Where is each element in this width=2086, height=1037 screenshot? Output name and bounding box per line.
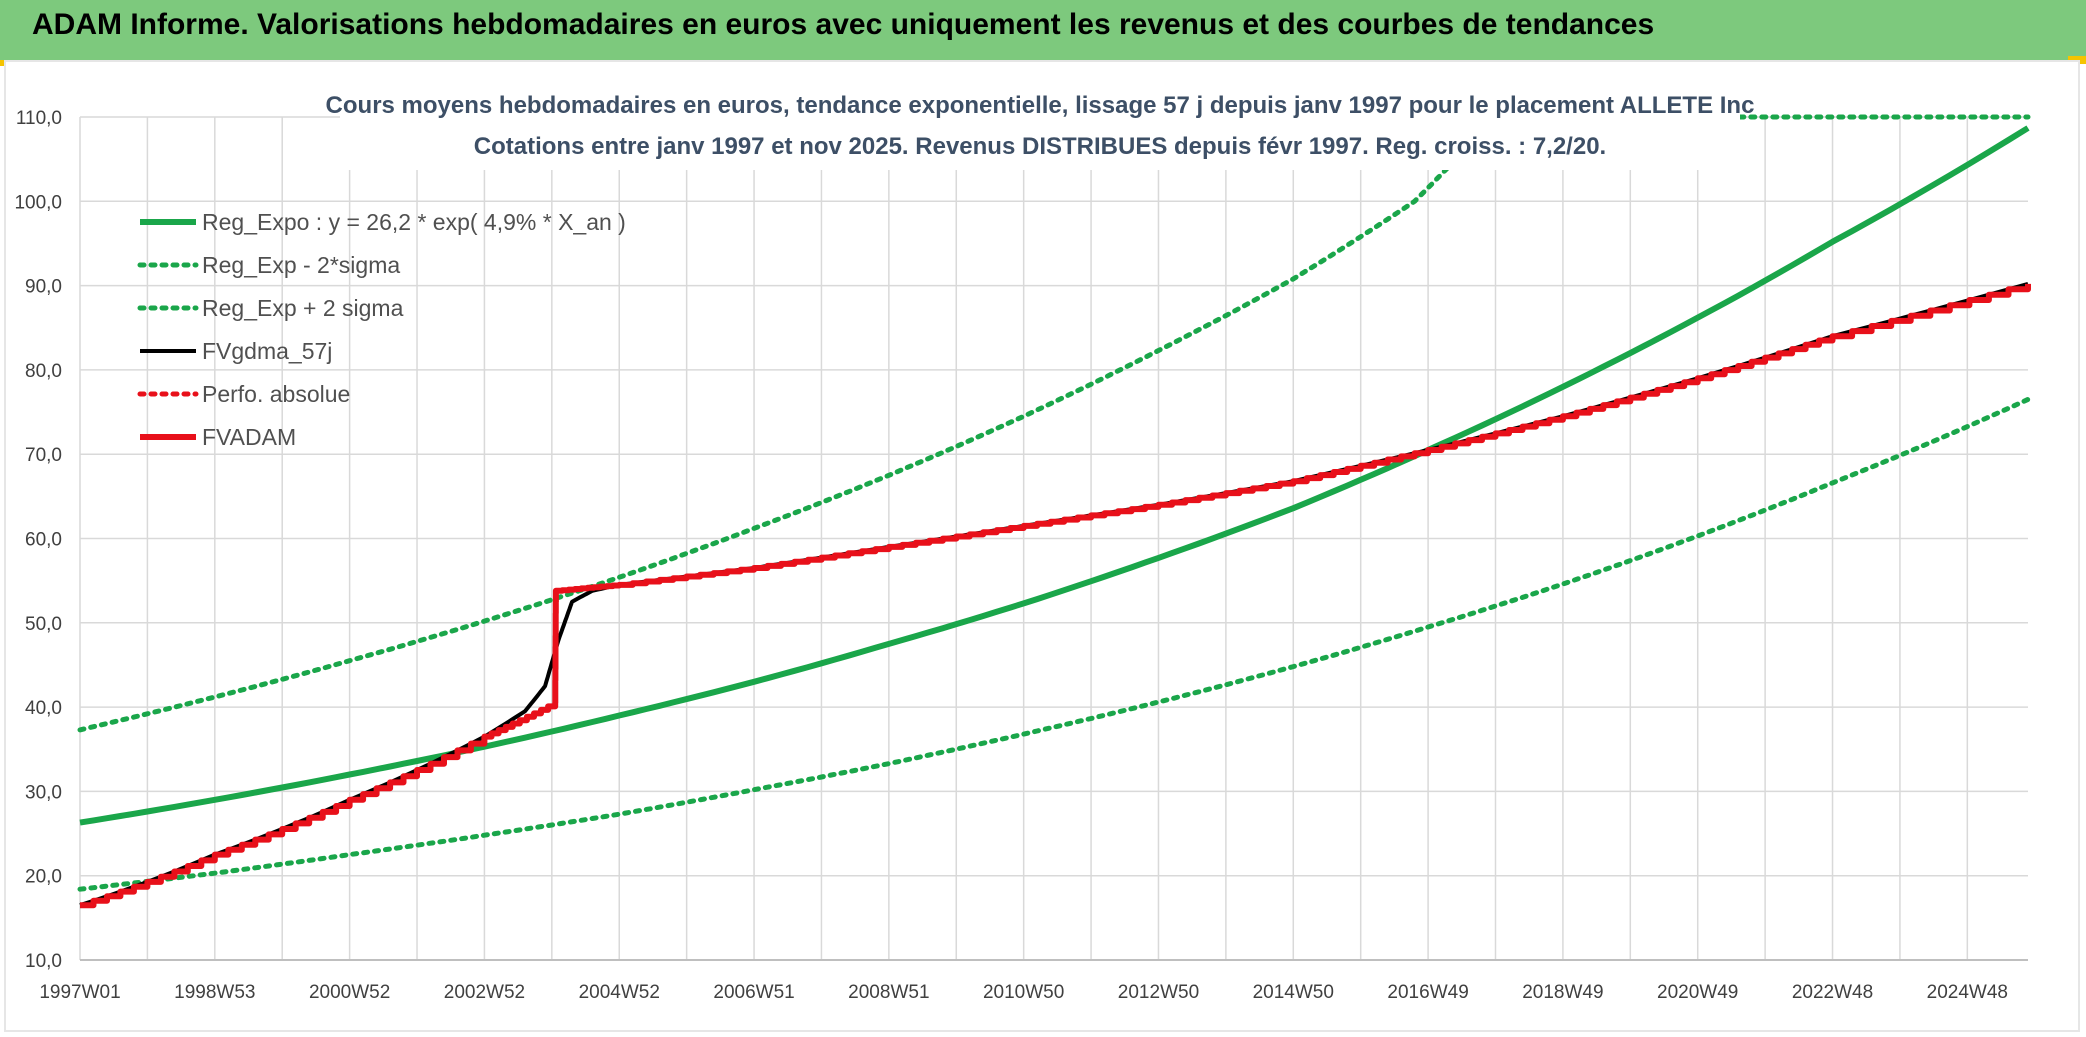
y-tick-label: 40,0	[25, 698, 62, 719]
y-tick-label: 100,0	[14, 192, 62, 213]
series-fvadam-line	[80, 283, 2031, 909]
x-tick-label: 2016W49	[1387, 982, 1468, 1003]
legend-reg-exp-minus-2sigma-label: Reg_Exp - 2*sigma	[202, 252, 400, 278]
y-tick-label: 50,0	[25, 614, 62, 635]
report-title: ADAM Informe. Valorisations hebdomadaire…	[32, 8, 1655, 41]
x-tick-label: 2022W48	[1792, 982, 1873, 1003]
chart-title-line-1: Cours moyens hebdomadaires en euros, ten…	[326, 92, 1755, 119]
x-tick-label: 2024W48	[1927, 982, 2008, 1003]
legend-reg-expo-label: Reg_Expo : y = 26,2 * exp( 4,9% * X_an )	[202, 209, 626, 235]
x-tick-label: 2002W52	[444, 982, 525, 1003]
x-tick-label: 2020W49	[1657, 982, 1738, 1003]
x-tick-label: 2006W51	[713, 982, 794, 1003]
legend-perfo-absolue-label: Perfo. absolue	[202, 381, 350, 407]
x-tick-label: 1998W53	[174, 982, 255, 1003]
series-reg-exp-plus-2sigma-line	[77, 114, 2031, 733]
x-tick-label: 2018W49	[1522, 982, 1603, 1003]
x-tick-label: 2004W52	[579, 982, 660, 1003]
legend-fvadam-label: FVADAM	[202, 424, 296, 450]
legend-reg-exp-plus-2sigma-label: Reg_Exp + 2 sigma	[202, 295, 404, 321]
title-backdrop	[340, 88, 1740, 170]
x-tick-label: 1997W01	[39, 982, 120, 1003]
y-tick-label: 90,0	[25, 277, 62, 298]
chart-title-line-2: Cotations entre janv 1997 et nov 2025. R…	[474, 133, 1606, 160]
x-tick-label: 2008W51	[848, 982, 929, 1003]
x-tick-label: 2000W52	[309, 982, 390, 1003]
report-banner: ADAM Informe. Valorisations hebdomadaire…	[0, 0, 2086, 62]
y-tick-label: 80,0	[25, 361, 62, 382]
legend-fvgdma-57j-label: FVgdma_57j	[202, 338, 332, 364]
x-tick-label: 2012W50	[1118, 982, 1199, 1003]
y-tick-label: 30,0	[25, 782, 62, 803]
y-tick-label: 10,0	[25, 951, 62, 972]
x-tick-label: 2014W50	[1253, 982, 1334, 1003]
x-tick-label: 2010W50	[983, 982, 1064, 1003]
y-tick-label: 20,0	[25, 867, 62, 888]
y-tick-label: 60,0	[25, 530, 62, 551]
y-tick-label: 70,0	[25, 445, 62, 466]
series-reg-exp-minus-2sigma-line	[77, 396, 2031, 892]
y-tick-label: 110,0	[16, 108, 62, 129]
series-reg-expo-line	[79, 125, 2030, 826]
